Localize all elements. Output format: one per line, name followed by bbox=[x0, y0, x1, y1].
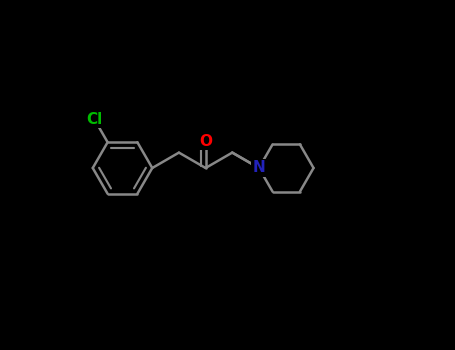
Text: O: O bbox=[199, 134, 212, 149]
Text: N: N bbox=[253, 161, 265, 175]
Text: Cl: Cl bbox=[86, 112, 103, 127]
